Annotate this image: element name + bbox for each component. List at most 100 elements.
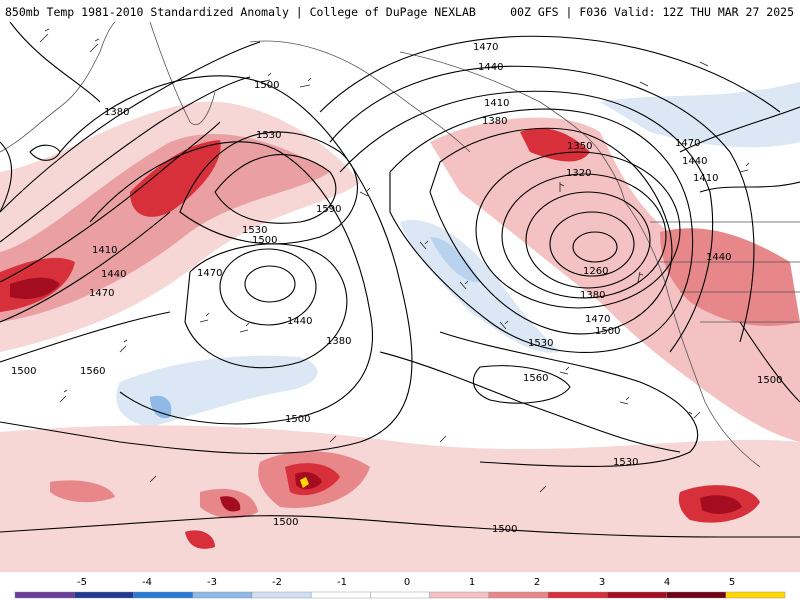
warm-anomaly-area <box>130 140 221 217</box>
contour-label: 1380 <box>104 107 129 118</box>
contour-label: 1530 <box>528 338 553 349</box>
contour-line <box>0 41 261 213</box>
contour-line <box>472 365 571 404</box>
wind-barb <box>239 322 250 333</box>
legend-color-swatch <box>133 591 193 599</box>
legend-tick-label: 3 <box>599 577 605 588</box>
legend-color-swatch <box>74 591 134 599</box>
legend-ticks: -5 -4 -3 -2 -1 0 1 2 3 4 5 <box>77 577 735 588</box>
color-legend: -5 -4 -3 -2 -1 0 1 2 3 4 5 <box>0 572 800 600</box>
contour-line <box>89 141 373 425</box>
wind-barb <box>89 38 100 53</box>
contour-line <box>439 331 699 468</box>
contour-line <box>339 90 714 353</box>
legend-tick-label: -2 <box>272 577 282 588</box>
contour-label: 1530 <box>242 225 267 236</box>
contour-label: 1500 <box>757 375 782 386</box>
contour-line <box>679 106 800 153</box>
wind-barb <box>619 396 630 405</box>
contour-label: 1470 <box>473 42 498 53</box>
contour-label: 1500 <box>252 235 277 246</box>
legend-color-bar <box>14 591 786 599</box>
contour-line <box>501 173 667 299</box>
legend-tick-label: 2 <box>534 577 540 588</box>
contour-label: 1500 <box>595 326 620 337</box>
contour-line <box>179 131 358 245</box>
run-valid-time: 00Z GFS | F036 Valid: 12Z THU MAR 27 202… <box>510 5 794 19</box>
wind-barb <box>559 366 570 375</box>
legend-color-swatch <box>310 591 371 599</box>
warm-anomaly-area <box>430 117 800 442</box>
wind-barb <box>149 475 157 483</box>
contour-line <box>9 22 101 103</box>
contour-label: 1500 <box>285 414 310 425</box>
contour-line <box>429 127 673 335</box>
contour-label: 1470 <box>197 268 222 279</box>
legend-tick-label: -5 <box>77 577 87 588</box>
contour-label: 1500 <box>11 366 36 377</box>
weather-map: 1470 1440 1410 1380 1350 1320 1260 1380 … <box>0 22 800 572</box>
wind-barb <box>559 182 565 192</box>
coastlines <box>0 22 800 468</box>
warm-anomaly-area <box>300 477 309 488</box>
coastline <box>0 22 116 153</box>
cool-anomaly-area <box>430 237 480 283</box>
wind-barb <box>359 187 371 197</box>
contour-line <box>0 515 800 538</box>
contour-line <box>525 191 651 289</box>
contour-line <box>475 151 681 309</box>
contour-line <box>29 144 61 161</box>
anomaly-shading <box>0 82 800 572</box>
legend-color-swatch <box>488 591 549 599</box>
contour-label: 1410 <box>693 173 718 184</box>
contour-line <box>572 231 618 263</box>
wind-barb <box>39 28 50 43</box>
warm-anomaly-area <box>295 472 322 490</box>
contour-line <box>184 243 348 369</box>
contour-label: 1440 <box>478 62 503 73</box>
warm-anomaly-area <box>185 530 215 549</box>
contour-line <box>389 108 694 353</box>
contour-line <box>0 211 171 323</box>
legend-color-swatch <box>251 591 312 599</box>
legend-color-swatch <box>607 591 667 599</box>
contour-label: 1590 <box>316 204 341 215</box>
wind-barb <box>119 339 128 353</box>
contour-label: 1560 <box>523 373 548 384</box>
wind-barb <box>259 72 272 83</box>
contour-label: 1320 <box>566 168 591 179</box>
contour-line <box>0 311 171 363</box>
coastline <box>399 51 626 203</box>
coastline <box>149 22 216 125</box>
legend-color-swatch <box>14 591 75 599</box>
contour-label: 1500 <box>273 517 298 528</box>
contour-label: 1440 <box>101 269 126 280</box>
legend-color-swatch <box>370 591 430 599</box>
contour-line <box>379 351 681 453</box>
legend-color-swatch <box>429 591 490 599</box>
contour-label: 1380 <box>326 336 351 347</box>
wind-barb <box>419 240 429 250</box>
header-bar: 850mb Temp 1981-2010 Standardized Anomal… <box>0 0 800 22</box>
contour-line <box>329 65 755 343</box>
warm-anomaly-area <box>220 496 241 512</box>
contour-line <box>0 121 221 283</box>
contour-label: 1500 <box>254 80 279 91</box>
legend-tick-label: -3 <box>207 577 217 588</box>
wind-barb <box>539 485 547 493</box>
warm-anomaly-area <box>10 277 60 299</box>
legend-tick-label: -1 <box>337 577 347 588</box>
legend-color-swatch <box>725 591 786 599</box>
warm-anomaly-area <box>520 128 590 162</box>
contour-labels: 1470 1440 1410 1380 1350 1320 1260 1380 … <box>11 42 782 535</box>
wind-barb <box>688 411 701 419</box>
height-contours <box>0 22 800 538</box>
wind-barb <box>439 435 447 443</box>
wind-barb <box>299 77 312 88</box>
contour-line <box>739 321 800 403</box>
warm-anomaly-area <box>0 133 330 322</box>
coastline <box>650 221 800 323</box>
contour-label: 1560 <box>80 366 105 377</box>
wind-barb <box>59 389 68 403</box>
contour-label: 1530 <box>613 457 638 468</box>
